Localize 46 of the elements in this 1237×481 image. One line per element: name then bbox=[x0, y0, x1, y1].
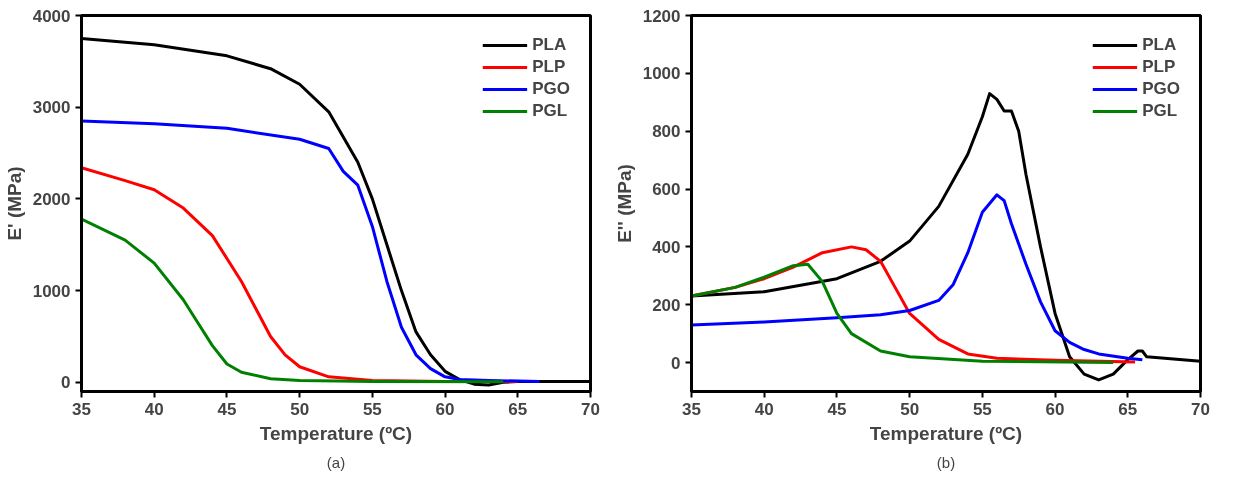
x-tick-label: 65 bbox=[1118, 399, 1138, 419]
x-tick-label: 50 bbox=[900, 399, 920, 419]
y-axis-title: E'' (MPa) bbox=[613, 164, 635, 243]
x-tick-label: 60 bbox=[1045, 399, 1065, 419]
legend-label: PGL bbox=[532, 101, 568, 121]
line-series bbox=[691, 262, 1115, 365]
x-tick-label: 55 bbox=[972, 399, 992, 419]
y-tick-label: 400 bbox=[652, 237, 681, 257]
x-tick-label: 55 bbox=[362, 399, 382, 419]
x-axis-title: Temperature (ºC) bbox=[869, 422, 1023, 444]
legend-label: PGL bbox=[1142, 101, 1178, 121]
legend-label: PGO bbox=[532, 79, 570, 99]
text: (b) bbox=[936, 453, 956, 471]
y-tick-label: 2000 bbox=[32, 189, 71, 209]
x-tick-label: 45 bbox=[217, 399, 237, 419]
text: (a) bbox=[326, 453, 346, 471]
line-series bbox=[691, 193, 1144, 362]
y-tick-label: 0 bbox=[61, 373, 71, 393]
x-tick-label: 65 bbox=[508, 399, 528, 419]
y-tick-label: 800 bbox=[652, 122, 681, 142]
legend-label: PLP bbox=[532, 57, 566, 77]
x-axis-title: Temperature (ºC) bbox=[259, 422, 413, 444]
y-axis-title: E' (MPa) bbox=[3, 166, 25, 241]
legend-label: PLA bbox=[1142, 35, 1177, 55]
x-tick-label: 70 bbox=[1191, 399, 1210, 419]
x-tick-label: 70 bbox=[581, 399, 600, 419]
y-tick-label: 4000 bbox=[32, 6, 71, 26]
y-tick-label: 0 bbox=[671, 353, 681, 373]
x-tick-label: 50 bbox=[290, 399, 310, 419]
legend-label: PLP bbox=[1142, 57, 1176, 77]
legend-label: PLA bbox=[532, 35, 567, 55]
y-tick-label: 600 bbox=[652, 180, 681, 200]
x-tick-label: 40 bbox=[754, 399, 774, 419]
y-tick-label: 1200 bbox=[642, 6, 681, 26]
y-tick-label: 3000 bbox=[32, 98, 71, 118]
y-tick-label: 1000 bbox=[642, 64, 681, 84]
y-tick-label: 200 bbox=[652, 295, 681, 315]
line-series bbox=[81, 119, 542, 383]
x-tick-label: 35 bbox=[682, 399, 701, 419]
x-tick-label: 35 bbox=[72, 399, 91, 419]
x-tick-label: 45 bbox=[827, 399, 847, 419]
x-tick-label: 60 bbox=[435, 399, 455, 419]
legend-label: PGO bbox=[1142, 79, 1180, 99]
x-tick-label: 40 bbox=[144, 399, 164, 419]
line-series bbox=[81, 217, 505, 384]
y-tick-label: 1000 bbox=[32, 281, 71, 301]
